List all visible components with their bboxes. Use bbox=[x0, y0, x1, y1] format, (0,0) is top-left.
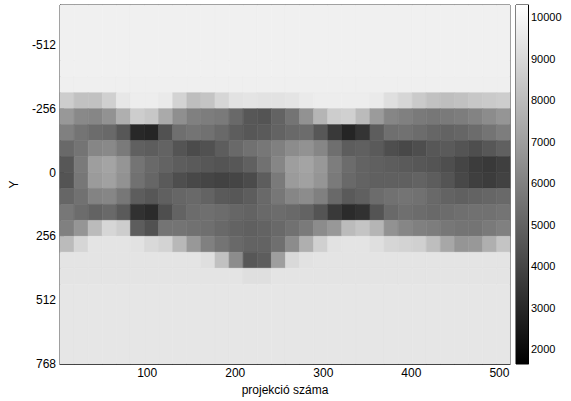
svg-text:256: 256 bbox=[36, 229, 56, 243]
svg-text:6000: 6000 bbox=[531, 177, 555, 189]
svg-text:8000: 8000 bbox=[531, 94, 555, 106]
svg-text:7000: 7000 bbox=[531, 136, 555, 148]
svg-text:3000: 3000 bbox=[531, 302, 555, 314]
svg-text:projekció száma: projekció száma bbox=[242, 383, 329, 397]
svg-text:512: 512 bbox=[36, 293, 56, 307]
svg-text:500: 500 bbox=[489, 366, 509, 380]
svg-text:-256: -256 bbox=[32, 102, 56, 116]
svg-text:400: 400 bbox=[401, 366, 421, 380]
svg-text:768: 768 bbox=[36, 357, 56, 371]
svg-text:2000: 2000 bbox=[531, 343, 555, 355]
svg-text:100: 100 bbox=[137, 366, 157, 380]
svg-text:300: 300 bbox=[313, 366, 333, 380]
svg-text:200: 200 bbox=[225, 366, 245, 380]
svg-text:Y: Y bbox=[7, 180, 21, 188]
svg-text:0: 0 bbox=[49, 166, 56, 180]
svg-text:4000: 4000 bbox=[531, 260, 555, 272]
svg-text:9000: 9000 bbox=[531, 53, 555, 65]
svg-text:-512: -512 bbox=[32, 38, 56, 52]
svg-text:5000: 5000 bbox=[531, 219, 555, 231]
svg-text:10000: 10000 bbox=[531, 11, 562, 23]
